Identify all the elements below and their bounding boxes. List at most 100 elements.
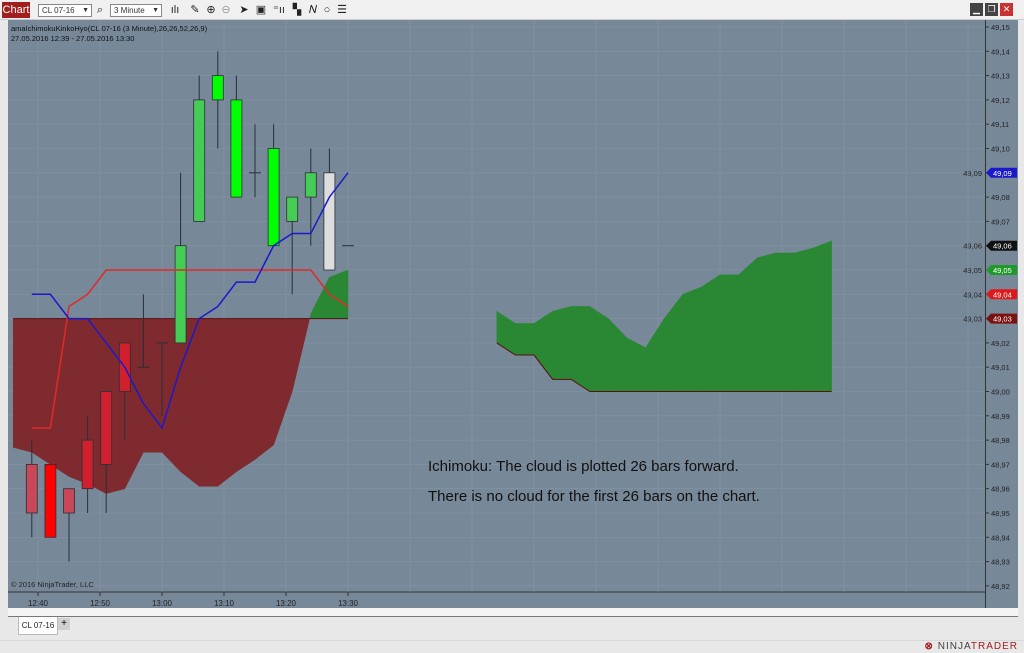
candle-body — [267, 148, 280, 247]
tab-cl-07-16[interactable]: CL 07-16 — [18, 617, 58, 635]
instrument-select[interactable]: CL 07-16 ▼ — [38, 4, 92, 17]
y-tick-label: 49,13 — [991, 72, 1010, 81]
chevron-down-icon: ▼ — [82, 7, 89, 14]
candle-body — [211, 75, 224, 101]
y-tick-label: 48,93 — [991, 558, 1010, 567]
x-tick-label: 13:30 — [338, 599, 359, 608]
footer: ⊗ NINJATRADER — [0, 640, 1024, 652]
cloud-past — [329, 269, 349, 319]
y-tick-label: 48,97 — [991, 460, 1010, 469]
y-tick-label: 48,94 — [991, 533, 1010, 542]
properties-icon[interactable]: ▣ — [255, 4, 267, 16]
copyright-label: © 2016 NinjaTrader, LLC — [11, 580, 94, 589]
minimize-icon[interactable]: ▁ — [970, 3, 983, 16]
price-marker-label: 49,04 — [993, 290, 1012, 299]
x-tick-label: 12:40 — [28, 599, 49, 608]
plot-area — [8, 20, 985, 592]
price-marker — [986, 313, 1017, 324]
cloud-future — [775, 252, 795, 392]
pencil-icon[interactable]: ✎ — [190, 4, 200, 16]
cloud-future — [719, 274, 739, 392]
price-marker-label: 49,09 — [993, 169, 1012, 178]
cloud-future — [682, 286, 702, 392]
y-tick-label: 49,08 — [991, 193, 1010, 202]
y-tick-label: 49,05 — [963, 266, 982, 275]
price-chart[interactable]: 49,15 49,14 49,13 49,12 49,11 49,10 49,09 49,08… — [0, 20, 1024, 608]
y-tick-label: 48,99 — [991, 412, 1010, 421]
cloud-future — [756, 252, 777, 392]
cloud-past — [50, 318, 70, 478]
y-tick-label: 49,09 — [963, 169, 982, 178]
y-tick-label: 49,12 — [991, 96, 1010, 105]
horizontal-scrollbar[interactable] — [8, 608, 1018, 617]
y-tick-label: 48,98 — [991, 436, 1010, 445]
instrument-value: CL 07-16 — [42, 6, 75, 15]
cloud-past — [12, 318, 33, 453]
y-tick-label: 49,01 — [991, 363, 1010, 372]
candle-body — [63, 488, 75, 514]
strategies-icon[interactable]: ○ — [323, 4, 331, 16]
y-tick-label: 49,04 — [963, 290, 982, 299]
candle-body — [100, 391, 113, 465]
zoom-in-icon[interactable]: ⊕ — [206, 4, 216, 16]
candle-body — [304, 172, 317, 198]
y-tick-label: 48,92 — [991, 582, 1010, 591]
y-tick-label: 48,96 — [991, 485, 1010, 494]
y-tick-label: 49,03 — [963, 315, 982, 324]
kijun-line — [31, 269, 349, 429]
cloud-future — [701, 274, 721, 392]
x-tick-label: 13:10 — [214, 599, 235, 608]
candle-body — [174, 245, 187, 344]
cloud-future — [794, 247, 814, 392]
y-tick-label: 49,02 — [991, 339, 1010, 348]
bar-type-icon[interactable]: ılı — [170, 4, 180, 16]
price-marker — [986, 289, 1017, 300]
price-marker-label: 49,06 — [993, 242, 1012, 251]
cloud-future — [515, 323, 535, 356]
annotation-text: Ichimoku: The cloud is plotted 26 bars f… — [428, 458, 739, 475]
interval-value: 3 Minute — [114, 6, 145, 15]
cloud-future-span-b — [496, 342, 832, 392]
x-tick-label: 13:00 — [152, 599, 173, 608]
indicators-icon[interactable]: 𝑁 — [308, 4, 318, 16]
y-tick-label: 48,95 — [991, 509, 1010, 518]
restore-icon[interactable]: ❐ — [985, 3, 998, 16]
date-range-label: 27.05.2016 12:39 - 27.05.2016 13:30 — [11, 34, 134, 43]
cloud-past — [254, 318, 274, 461]
toolbar: Chart CL 07-16 ▼ ⌕ 3 Minute ▼ ılı ✎ ⊕ ⊖ ➤ … — [0, 0, 1024, 20]
time-axis — [8, 592, 985, 608]
add-tab-button[interactable]: + — [58, 618, 70, 630]
cloud-future — [626, 337, 646, 392]
cloud-future — [589, 305, 609, 392]
zoom-out-icon[interactable]: ⊖ — [221, 4, 231, 16]
cloud-future — [812, 240, 832, 392]
tenkan-line — [31, 172, 349, 430]
x-tick-label: 12:50 — [90, 599, 111, 608]
tab-bar: CL 07-16 + — [0, 617, 1024, 637]
pointer-icon[interactable]: ➤ — [239, 4, 249, 16]
search-icon[interactable]: ⌕ — [96, 4, 104, 16]
drawing-tools-icon[interactable]: ▚ — [292, 4, 302, 16]
cloud-past — [143, 318, 163, 453]
y-tick-label: 49,07 — [991, 217, 1010, 226]
candle-body — [286, 196, 299, 222]
candle-body — [323, 172, 336, 271]
chart-menu-button[interactable]: Chart — [2, 2, 30, 18]
candle-body — [44, 463, 57, 538]
y-tick-label: 49,06 — [963, 242, 982, 251]
data-box-icon[interactable]: ⁼ıı — [273, 4, 285, 16]
price-marker-label: 49,05 — [993, 266, 1012, 275]
close-icon[interactable]: ✕ — [1000, 3, 1013, 16]
candle-body — [25, 463, 38, 514]
interval-select[interactable]: 3 Minute ▼ — [110, 4, 162, 17]
candle-body — [193, 99, 206, 222]
y-tick-label: 49,14 — [991, 47, 1010, 56]
cloud-future — [552, 306, 572, 380]
price-marker — [986, 240, 1017, 251]
ninjatrader-logo: ⊗ NINJATRADER — [924, 641, 1018, 652]
indicator-label: amaIchimokuKinkoHyo(CL 07-16 (3 Minute),… — [11, 24, 208, 33]
y-tick-label: 49,00 — [991, 388, 1010, 397]
y-tick-label: 49,11 — [991, 120, 1009, 129]
list-icon[interactable]: ☰ — [337, 4, 347, 16]
chevron-down-icon: ▼ — [152, 7, 159, 14]
